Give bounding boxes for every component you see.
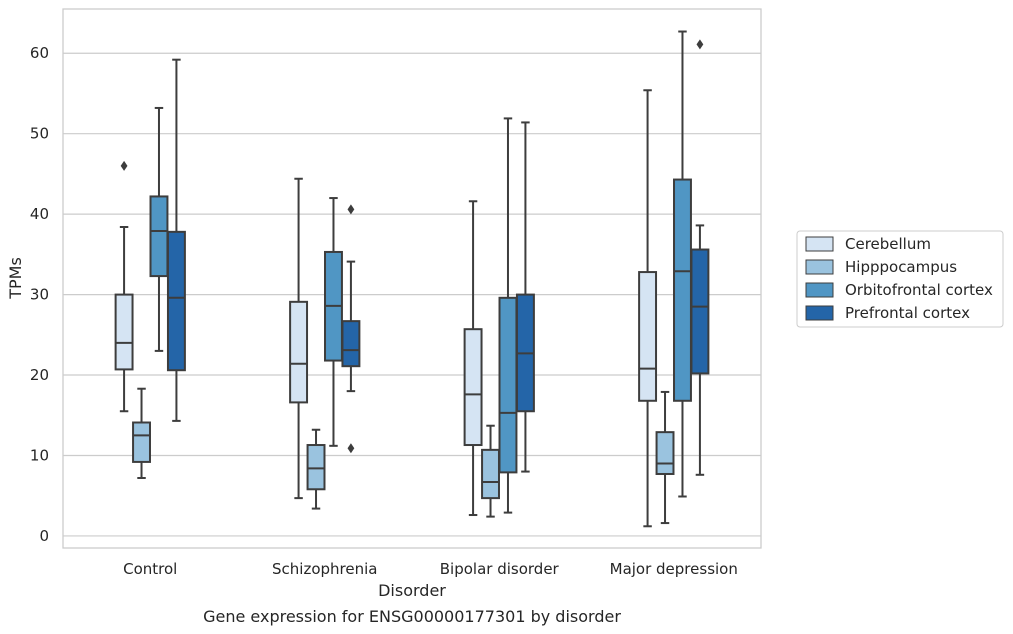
x-tick-label: Control — [123, 560, 177, 578]
x-axis-label: Disorder — [378, 581, 446, 600]
outlier-point — [347, 204, 355, 215]
legend-label: Hipppocampus — [845, 258, 957, 276]
box-cerebellum — [463, 200, 483, 517]
x-tick-label: Major depression — [610, 560, 738, 578]
y-axis-label: TPMs — [6, 257, 25, 300]
box-cerebellum — [289, 177, 309, 500]
box-body — [166, 230, 186, 372]
legend-label: Cerebellum — [845, 235, 931, 253]
outlier-point — [347, 443, 355, 454]
x-tick-label: Schizophrenia — [272, 560, 377, 578]
y-tick-label: 50 — [30, 125, 49, 143]
box-prefrontal-cortex — [166, 58, 186, 422]
box-orbitofrontal-cortex — [498, 117, 518, 514]
y-tick-label: 60 — [30, 44, 49, 62]
box-body — [114, 293, 134, 371]
box-orbitofrontal-cortex — [324, 197, 343, 447]
boxes — [114, 30, 710, 528]
box-prefrontal-cortex — [341, 204, 361, 454]
box-body — [132, 421, 151, 463]
outlier-point — [696, 39, 704, 50]
box-orbitofrontal-cortex — [673, 30, 692, 498]
box-prefrontal-cortex — [690, 39, 710, 476]
box-cerebellum — [114, 160, 134, 413]
box-body — [481, 448, 500, 500]
box-body — [638, 271, 658, 402]
legend-swatch — [805, 282, 834, 298]
x-tick-label: Bipolar disorder — [440, 560, 560, 578]
box-body — [690, 248, 710, 375]
outlier-point — [120, 160, 128, 171]
box-hipppocampus — [655, 390, 675, 525]
box-hipppocampus — [481, 424, 500, 518]
legend: Cerebellum Hipppocampus Orbitofrontal cort… — [796, 230, 1004, 328]
box-body — [655, 431, 675, 475]
box-body — [463, 328, 483, 447]
y-tick-label: 0 — [39, 527, 49, 545]
legend-swatch — [805, 259, 834, 275]
box-body — [289, 300, 309, 404]
box-orbitofrontal-cortex — [149, 106, 169, 352]
y-tick-labels: 0 10 20 30 40 50 60 — [30, 44, 49, 545]
legend-swatch — [805, 236, 834, 252]
x-tick-labels: Control Schizophrenia Bipolar disorder Majo… — [123, 560, 738, 578]
y-tick-label: 40 — [30, 205, 49, 223]
legend-swatch — [805, 305, 834, 321]
y-tick-label: 20 — [30, 366, 49, 384]
box-body — [341, 320, 361, 368]
box-hipppocampus — [306, 428, 326, 510]
box-cerebellum — [638, 89, 658, 528]
y-tick-label: 10 — [30, 446, 49, 464]
box-hipppocampus — [132, 387, 151, 480]
plot-frame — [62, 8, 762, 549]
legend-frame — [796, 230, 1004, 328]
box-body — [306, 444, 326, 491]
box-body — [498, 296, 518, 474]
legend-label: Orbitofrontal cortex — [845, 281, 993, 299]
box-body — [149, 195, 169, 278]
legend-label: Prefrontal cortex — [845, 304, 970, 322]
chart-caption: Gene expression for ENSG00000177301 by d… — [203, 607, 621, 626]
y-tick-label: 30 — [30, 286, 49, 304]
box-prefrontal-cortex — [515, 121, 535, 473]
box-body — [673, 178, 692, 402]
